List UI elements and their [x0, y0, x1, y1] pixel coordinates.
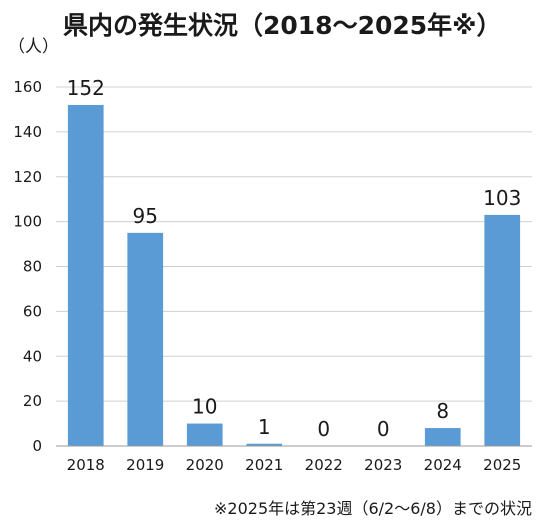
- x-tick-label-2019: 2019: [126, 456, 164, 474]
- x-tick-label-2025: 2025: [483, 456, 521, 474]
- data-label-2018: 152: [67, 76, 105, 100]
- bar-2025: [484, 214, 521, 446]
- bar-2021: [246, 443, 283, 446]
- bar-2024: [424, 428, 461, 446]
- x-tick-label-2020: 2020: [186, 456, 224, 474]
- y-tick-label: 40: [23, 347, 42, 365]
- chart-title: 県内の発生状況（2018～2025年※）: [63, 11, 501, 40]
- bar-2020: [186, 423, 223, 446]
- x-tick-label-2018: 2018: [67, 456, 105, 474]
- x-tick-label-2024: 2024: [424, 456, 462, 474]
- y-axis-unit-label: （人）: [8, 37, 59, 57]
- x-axis-ticks: 2018 2019 2020 2021 2022 2023 2024 2025: [67, 456, 522, 474]
- y-axis-ticks: 0 20 40 60 80 100 120 140 160: [13, 78, 42, 455]
- y-tick-label: 160: [13, 78, 42, 96]
- data-label-2023: 0: [377, 417, 390, 441]
- y-tick-label: 100: [13, 213, 42, 231]
- data-label-2022: 0: [317, 417, 330, 441]
- y-tick-label: 140: [13, 123, 42, 141]
- x-tick-label-2023: 2023: [364, 456, 402, 474]
- y-tick-label: 80: [23, 258, 42, 276]
- bar-2019: [127, 232, 164, 446]
- x-tick-label-2021: 2021: [245, 456, 283, 474]
- bar-2018: [67, 104, 104, 446]
- data-label-2020: 10: [192, 395, 217, 419]
- data-label-2025: 103: [483, 186, 521, 210]
- footnote: ※2025年は第23週（6/2～6/8）までの状況: [214, 499, 532, 518]
- data-label-2021: 1: [258, 415, 271, 439]
- y-tick-label: 0: [32, 437, 42, 455]
- bars: [67, 104, 521, 446]
- data-label-2019: 95: [133, 204, 158, 228]
- y-tick-label: 20: [23, 392, 42, 410]
- y-tick-label: 120: [13, 168, 42, 186]
- data-label-2024: 8: [436, 399, 449, 423]
- y-tick-label: 60: [23, 302, 42, 320]
- x-tick-label-2022: 2022: [305, 456, 343, 474]
